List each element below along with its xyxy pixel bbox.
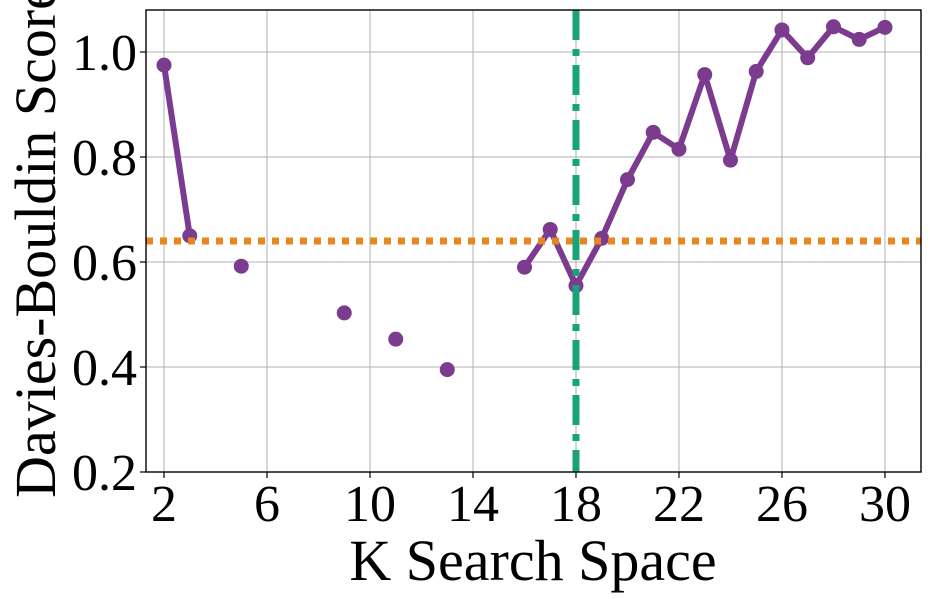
x-tick-label: 30 bbox=[859, 476, 911, 533]
data-point bbox=[156, 57, 172, 73]
y-axis-ticks: 0.2 0.4 0.6 0.8 1.0 bbox=[72, 25, 146, 502]
y-tick-label: 0.2 bbox=[72, 445, 137, 502]
data-point bbox=[516, 259, 532, 275]
y-tick-label: 0.4 bbox=[72, 340, 137, 397]
data-point bbox=[439, 362, 455, 378]
x-tick-label: 10 bbox=[344, 476, 396, 533]
x-axis-ticks: 2 6 10 14 18 22 26 30 bbox=[151, 472, 911, 533]
data-point bbox=[645, 124, 661, 140]
data-point bbox=[877, 19, 893, 35]
y-tick-label: 1.0 bbox=[72, 25, 137, 82]
data-point bbox=[851, 31, 867, 47]
data-point bbox=[336, 305, 352, 321]
data-point bbox=[722, 152, 738, 168]
x-tick-label: 26 bbox=[756, 476, 808, 533]
data-point bbox=[542, 221, 558, 237]
data-point bbox=[233, 258, 249, 274]
x-tick-label: 14 bbox=[447, 476, 499, 533]
series bbox=[156, 19, 893, 378]
x-axis-label: K Search Space bbox=[349, 528, 716, 593]
y-tick-label: 0.8 bbox=[72, 130, 137, 187]
data-point bbox=[619, 172, 635, 188]
data-point bbox=[748, 63, 764, 79]
y-axis-label: Davies-Bouldin Score bbox=[3, 0, 68, 498]
x-tick-label: 6 bbox=[254, 476, 280, 533]
data-point bbox=[671, 141, 687, 157]
data-point bbox=[800, 50, 816, 66]
y-tick-label: 0.6 bbox=[72, 235, 137, 292]
data-point bbox=[774, 22, 790, 38]
x-tick-label: 2 bbox=[151, 476, 177, 533]
data-point bbox=[388, 331, 404, 347]
x-tick-label: 22 bbox=[653, 476, 705, 533]
series-line bbox=[161, 62, 193, 239]
data-point bbox=[697, 67, 713, 83]
reference-lines bbox=[146, 10, 921, 472]
data-point bbox=[825, 19, 841, 35]
x-tick-label: 18 bbox=[550, 476, 602, 533]
plot-frame bbox=[145, 9, 922, 473]
